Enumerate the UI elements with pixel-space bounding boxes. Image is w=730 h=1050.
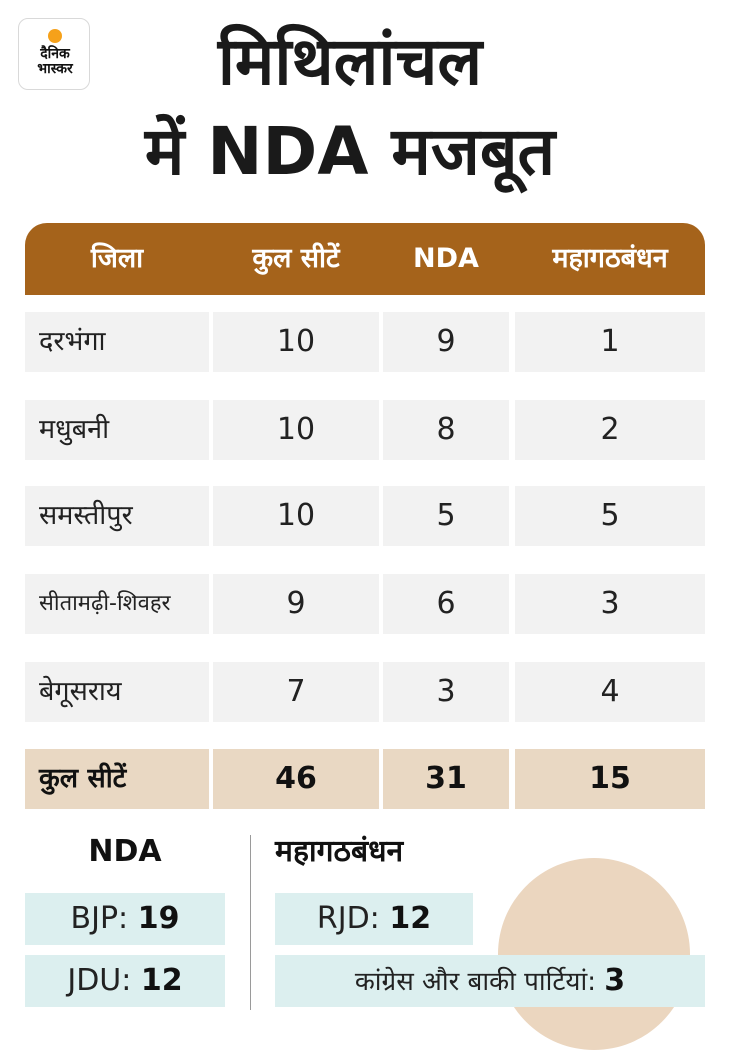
- mgb-seats-sum-cell: 15: [515, 749, 705, 809]
- logo-line2: भास्कर: [37, 61, 73, 77]
- district-cell: सीतामढ़ी-शिवहर: [25, 574, 209, 634]
- mgb-seats-cell: 3: [515, 574, 705, 634]
- mgb-seats-cell: 4: [515, 662, 705, 722]
- mgb-summary-heading: महागठबंधन: [275, 834, 404, 869]
- table-header: जिला कुल सीटें NDA महागठबंधन: [25, 223, 705, 295]
- decorative-circle: [498, 858, 690, 1050]
- party-seats: 3: [604, 963, 626, 998]
- nda-seats-cell: 9: [383, 312, 509, 372]
- party-seats: 12: [389, 901, 432, 936]
- party-seats: 12: [140, 963, 183, 998]
- header-district: जिला: [90, 243, 144, 274]
- total-seats-sum-cell: 46: [213, 749, 379, 809]
- party-pill-bjp: BJP: 19: [25, 893, 225, 945]
- logo-line1: दैनिक: [40, 46, 70, 62]
- total-label-cell: कुल सीटें: [25, 749, 209, 809]
- nda-summary-heading: NDA: [88, 834, 162, 869]
- party-pill-congress-others: कांग्रेस और बाकी पार्टियां: 3: [275, 955, 705, 1007]
- total-seats-cell: 7: [213, 662, 379, 722]
- party-pill-rjd: RJD: 12: [275, 893, 473, 945]
- header-nda: NDA: [413, 243, 479, 274]
- nda-seats-cell: 5: [383, 486, 509, 546]
- total-seats-cell: 10: [213, 400, 379, 460]
- party-seats: 19: [137, 901, 180, 936]
- nda-seats-cell: 3: [383, 662, 509, 722]
- party-name: BJP:: [70, 901, 129, 936]
- mgb-seats-cell: 1: [515, 312, 705, 372]
- total-seats-cell: 10: [213, 486, 379, 546]
- district-cell: मधुबनी: [25, 400, 209, 460]
- dainik-bhaskar-logo: दैनिक भास्कर: [18, 18, 90, 90]
- summary-divider: [250, 835, 251, 1010]
- total-seats-cell: 10: [213, 312, 379, 372]
- nda-seats-cell: 8: [383, 400, 509, 460]
- district-cell: समस्तीपुर: [25, 486, 209, 546]
- nda-seats-cell: 6: [383, 574, 509, 634]
- header-mgb: महागठबंधन: [552, 243, 668, 274]
- party-name: JDU:: [67, 963, 132, 998]
- title-line2: में NDA मजबूत: [144, 113, 556, 190]
- mgb-seats-cell: 5: [515, 486, 705, 546]
- party-pill-jdu: JDU: 12: [25, 955, 225, 1007]
- title-line1: मिथिलांचल: [217, 23, 483, 100]
- district-cell: दरभंगा: [25, 312, 209, 372]
- sun-icon: [48, 29, 62, 43]
- party-name: कांग्रेस और बाकी पार्टियां:: [354, 967, 597, 997]
- party-name: RJD:: [316, 901, 380, 936]
- nda-seats-sum-cell: 31: [383, 749, 509, 809]
- district-cell: बेगूसराय: [25, 662, 209, 722]
- total-seats-cell: 9: [213, 574, 379, 634]
- header-total: कुल सीटें: [252, 243, 340, 274]
- mgb-seats-cell: 2: [515, 400, 705, 460]
